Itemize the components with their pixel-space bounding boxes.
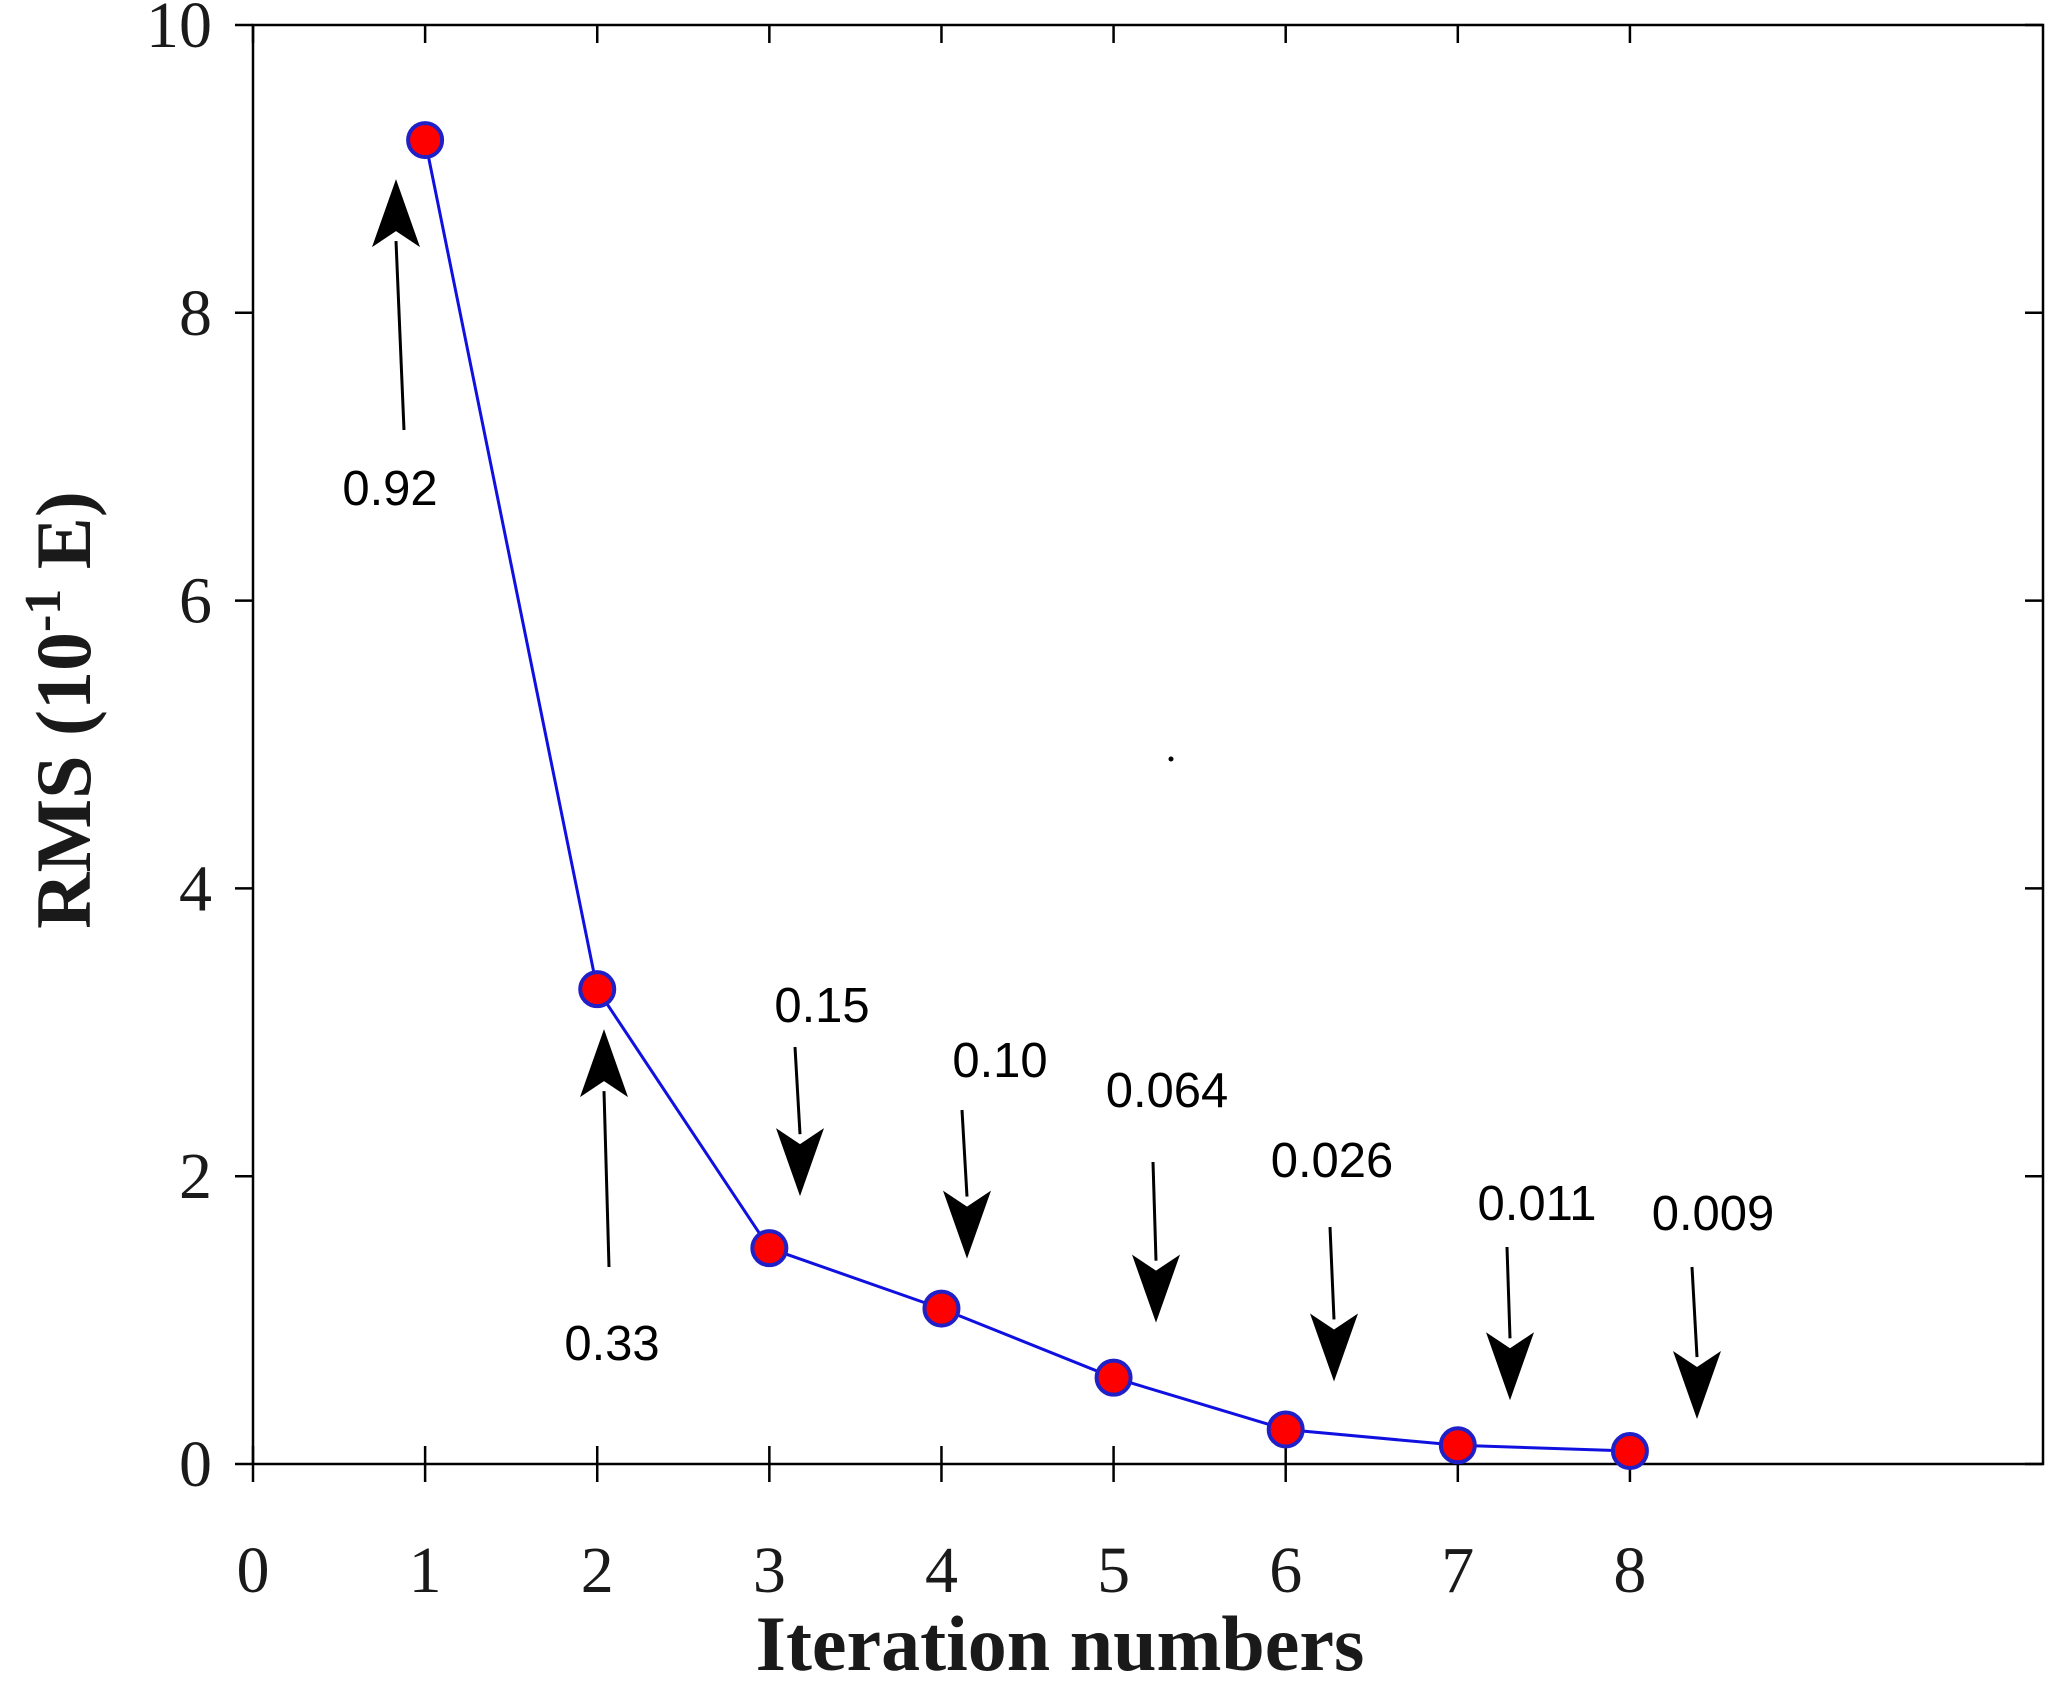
annotation-arrow-shaft-2	[602, 1091, 611, 1268]
annotation-arrow-head-8	[1673, 1351, 1721, 1420]
annotation-label-1: 0.92	[342, 462, 437, 516]
data-point-2	[578, 970, 617, 1009]
annotation-arrow-head-4	[943, 1190, 991, 1259]
x-tick-label-7: 7	[1441, 1534, 1474, 1607]
data-point-5	[1094, 1358, 1133, 1397]
y-tick-label-8: 8	[179, 277, 212, 350]
annotation-label-4: 0.10	[952, 1034, 1047, 1088]
plot-frame	[251, 23, 2045, 1466]
annotation-arrow-shaft-5	[1151, 1161, 1158, 1261]
series-line	[423, 139, 1630, 1453]
y-axis-label-end: E)	[20, 491, 107, 589]
x-tick-label-6: 6	[1269, 1534, 1302, 1607]
y-axis-label: RMS (10-1 E)	[15, 491, 107, 929]
data-point-4	[922, 1289, 961, 1328]
annotation-arrow-shaft-1	[394, 241, 406, 431]
annotation-arrow-shaft-3	[793, 1046, 802, 1135]
annotation-label-2: 0.33	[564, 1317, 659, 1371]
annotation-label-7: 0.011	[1478, 1177, 1597, 1231]
y-tick-label-6: 6	[179, 565, 212, 638]
annotation-arrow-shaft-8	[1690, 1266, 1699, 1358]
annotation-arrow-head-5	[1132, 1254, 1180, 1323]
y-tick-label-2: 2	[179, 1140, 212, 1213]
y-axis-label-main: RMS (10	[20, 632, 107, 929]
stray-dot	[1168, 756, 1174, 762]
series-group	[406, 121, 1649, 1471]
x-tick-label-1: 1	[409, 1534, 442, 1607]
x-tick-label-4: 4	[925, 1534, 958, 1607]
annotation-label-6: 0.026	[1271, 1134, 1394, 1188]
data-point-6	[1266, 1410, 1305, 1449]
annotation-arrow-head-1	[372, 179, 420, 248]
y-tick-label-10: 10	[146, 0, 212, 62]
annotation-arrow-head-6	[1310, 1313, 1358, 1382]
annotation-arrow-shaft-4	[960, 1109, 969, 1197]
data-point-7	[1438, 1426, 1477, 1465]
data-point-8	[1610, 1432, 1649, 1471]
x-tick-label-3: 3	[753, 1534, 786, 1607]
data-point-3	[750, 1229, 789, 1268]
axes-frame: 0 1 2 3 4 5 6 7 8 0 2 4 6 8 10	[146, 0, 2045, 1607]
x-tick-label-2: 2	[581, 1534, 614, 1607]
y-tick-label-0: 0	[179, 1428, 212, 1501]
annotation-label-8: 0.009	[1652, 1187, 1775, 1241]
x-tick-label-8: 8	[1613, 1534, 1646, 1607]
annotation-label-3: 0.15	[774, 979, 869, 1033]
x-tick-label-5: 5	[1097, 1534, 1130, 1607]
y-axis-label-superscript: -1	[15, 589, 72, 632]
annotation-arrow-head-3	[776, 1128, 824, 1197]
annotation-label-5: 0.064	[1106, 1064, 1229, 1118]
annotation-arrow-shaft-7	[1505, 1246, 1512, 1339]
y-tick-label-4: 4	[179, 852, 212, 925]
annotation-arrow-head-2	[580, 1029, 628, 1098]
annotation-arrow-head-7	[1486, 1332, 1534, 1401]
data-point-1	[406, 121, 445, 160]
x-tick-label-0: 0	[237, 1534, 270, 1607]
annotation-group: 0.92 0.33 0.15 0.10 0.064 0.026 0.011 0.009	[342, 179, 1775, 1420]
annotation-arrow-shaft-6	[1328, 1226, 1336, 1320]
x-axis-label: Iteration numbers	[756, 1600, 1365, 1687]
